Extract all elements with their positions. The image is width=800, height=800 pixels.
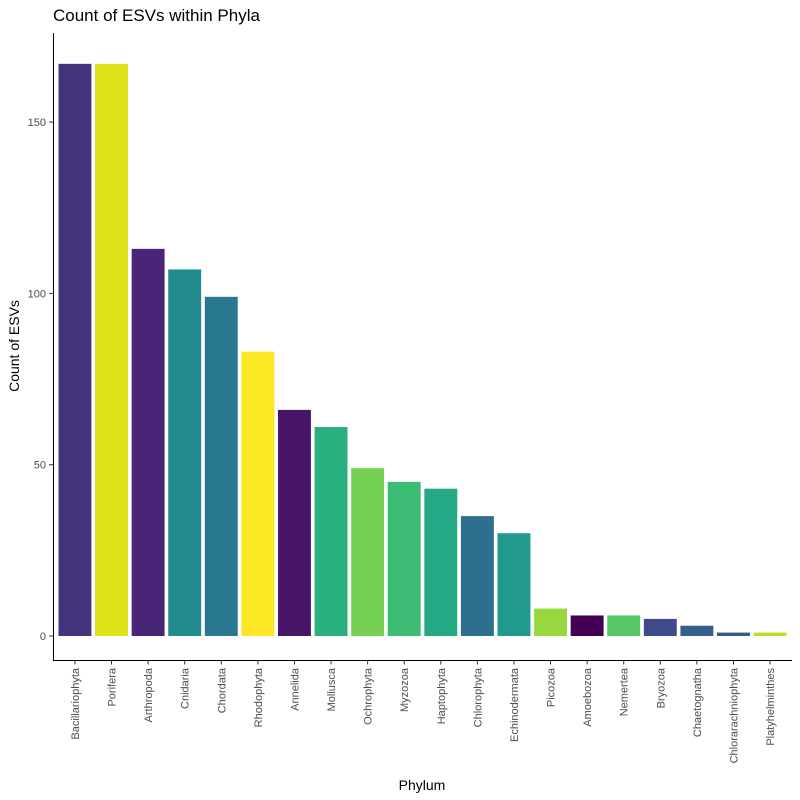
bar-chlorophyta bbox=[460, 516, 494, 637]
x-axis-title: Phylum bbox=[399, 777, 446, 793]
bar-myzozoa bbox=[387, 481, 421, 637]
bar-annelida bbox=[277, 409, 311, 637]
y-ticks-group: 0 50 100 150 bbox=[28, 117, 53, 643]
bar-ochrophyta bbox=[351, 468, 385, 637]
bar-haptophyta bbox=[424, 488, 458, 637]
x-tick-label-cnidaria: Cnidaria bbox=[180, 667, 192, 709]
x-tick-label-amoebozoa: Amoebozoa bbox=[582, 667, 594, 727]
bar-nemertea bbox=[607, 615, 641, 637]
bar-cnidaria bbox=[168, 269, 202, 637]
x-tick-label-myzozoa: Myzozoa bbox=[399, 667, 411, 712]
x-tick-label-arthropoda: Arthropoda bbox=[143, 667, 155, 722]
x-tick-label-chlorarachniophyta: Chlorarachniophyta bbox=[728, 667, 740, 763]
y-tick-label: 150 bbox=[28, 117, 46, 129]
x-tick-label-bryozoa: Bryozoa bbox=[655, 667, 667, 708]
chart-title: Count of ESVs within Phyla bbox=[53, 6, 260, 25]
x-tick-label-rhodophyta: Rhodophyta bbox=[253, 667, 265, 727]
y-axis-title: Count of ESVs bbox=[6, 300, 22, 392]
x-tick-label-haptophyta: Haptophyta bbox=[436, 667, 448, 724]
x-tick-label-chaetognatha: Chaetognatha bbox=[692, 667, 704, 737]
x-tick-label-porifera: Porifera bbox=[107, 667, 119, 706]
bar-picozoa bbox=[534, 608, 568, 637]
x-tick-label-chlorophyta: Chlorophyta bbox=[472, 667, 484, 727]
bar-bacillariophyta bbox=[58, 63, 92, 637]
y-tick-label: 50 bbox=[34, 460, 46, 472]
bar-amoebozoa bbox=[570, 615, 604, 637]
bar-bryozoa bbox=[643, 618, 677, 637]
x-tick-label-bacillariophyta: Bacillariophyta bbox=[70, 667, 82, 739]
x-tick-label-ochrophyta: Ochrophyta bbox=[363, 667, 375, 725]
x-ticks-group: Bacillariophyta Porifera Arthropoda Cnidari… bbox=[70, 660, 777, 763]
bar-chlorarachniophyta bbox=[717, 632, 750, 637]
y-tick-label: 100 bbox=[28, 288, 46, 300]
bar-echinodermata bbox=[497, 533, 531, 637]
x-tick-label-picozoa: Picozoa bbox=[546, 667, 558, 707]
bar-porifera bbox=[95, 63, 128, 637]
y-tick-label: 0 bbox=[40, 631, 46, 643]
x-tick-label-chordata: Chordata bbox=[216, 667, 228, 713]
bar-arthropoda bbox=[131, 248, 165, 637]
x-tick-label-echinodermata: Echinodermata bbox=[509, 667, 521, 742]
bar-rhodophyta bbox=[241, 351, 275, 637]
bar-chordata bbox=[204, 296, 238, 637]
x-tick-label-mollusca: Mollusca bbox=[326, 667, 338, 711]
bar-mollusca bbox=[314, 427, 348, 637]
bars-group bbox=[58, 63, 787, 637]
x-tick-label-platyhelminthes: Platyhelminthes bbox=[765, 668, 777, 746]
bar-chaetognatha bbox=[680, 625, 714, 637]
x-tick-label-nemertea: Nemertea bbox=[619, 667, 631, 716]
x-tick-label-annelida: Annelida bbox=[289, 667, 301, 711]
bar-platyhelminthes bbox=[753, 632, 787, 637]
